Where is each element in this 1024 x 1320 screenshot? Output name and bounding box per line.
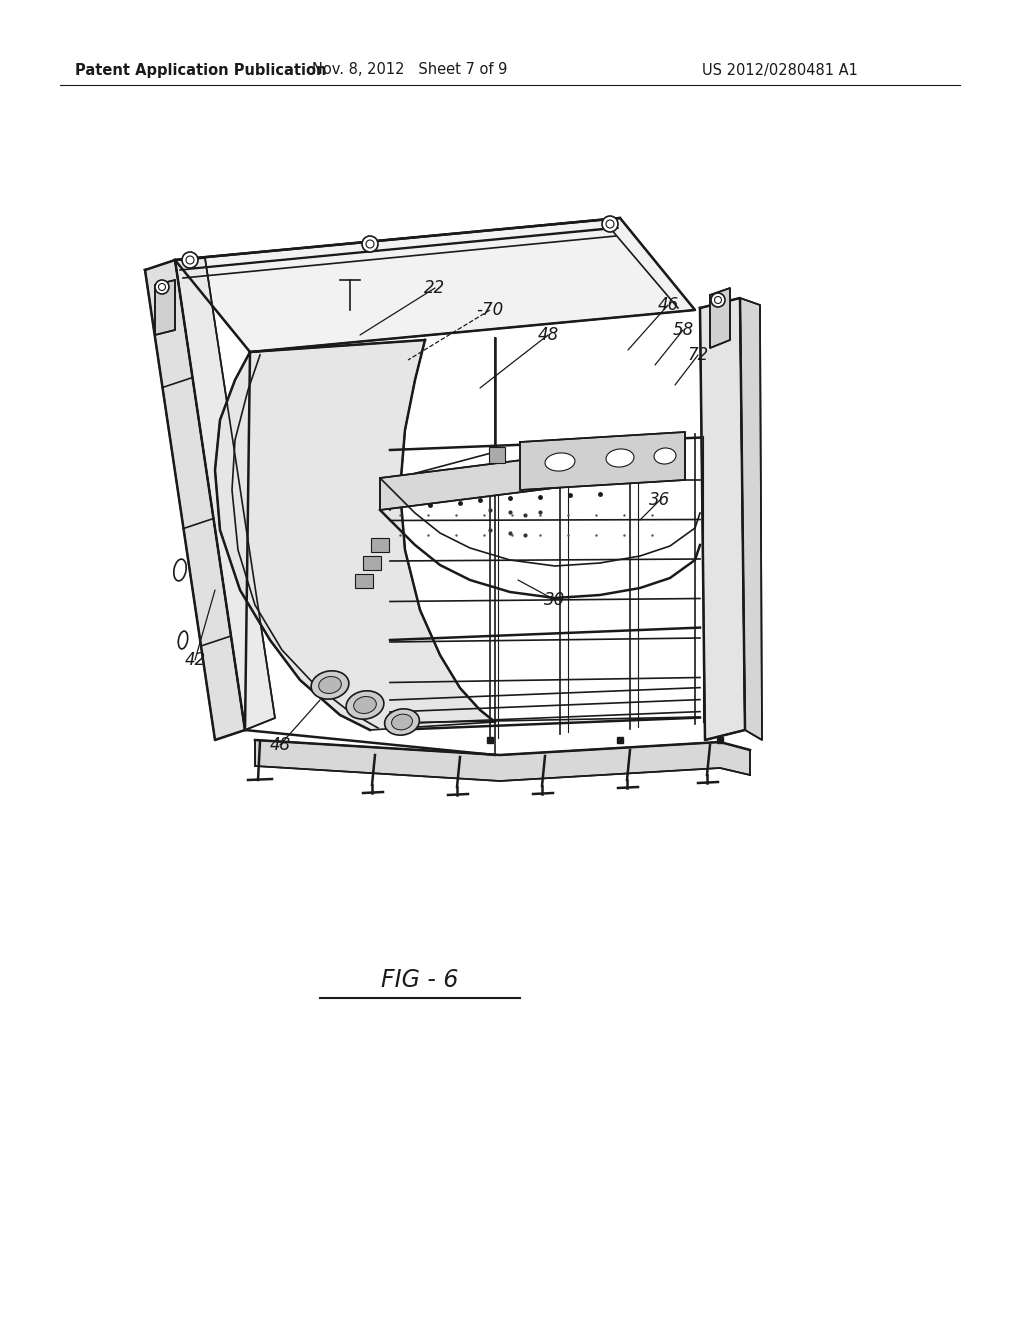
Ellipse shape bbox=[654, 447, 676, 465]
Polygon shape bbox=[175, 257, 275, 730]
Circle shape bbox=[606, 220, 614, 228]
Polygon shape bbox=[255, 741, 750, 781]
Text: 36: 36 bbox=[649, 491, 671, 510]
Ellipse shape bbox=[385, 709, 420, 735]
Text: 30: 30 bbox=[545, 591, 565, 609]
Polygon shape bbox=[700, 298, 745, 741]
Ellipse shape bbox=[318, 676, 341, 693]
Text: US 2012/0280481 A1: US 2012/0280481 A1 bbox=[702, 62, 858, 78]
Circle shape bbox=[186, 256, 194, 264]
Circle shape bbox=[159, 284, 166, 290]
Text: 42: 42 bbox=[184, 651, 206, 669]
FancyBboxPatch shape bbox=[371, 539, 389, 552]
Text: 46: 46 bbox=[657, 296, 679, 314]
Text: 58: 58 bbox=[673, 321, 693, 339]
Polygon shape bbox=[380, 440, 680, 510]
Ellipse shape bbox=[353, 697, 377, 714]
Polygon shape bbox=[145, 260, 245, 741]
Ellipse shape bbox=[174, 560, 186, 581]
FancyBboxPatch shape bbox=[362, 556, 381, 570]
Ellipse shape bbox=[178, 631, 187, 649]
Polygon shape bbox=[175, 218, 695, 352]
Ellipse shape bbox=[545, 453, 574, 471]
Circle shape bbox=[362, 236, 378, 252]
Text: 48: 48 bbox=[269, 737, 291, 754]
Circle shape bbox=[715, 297, 722, 304]
FancyBboxPatch shape bbox=[489, 447, 505, 463]
Text: 22: 22 bbox=[424, 279, 445, 297]
Circle shape bbox=[182, 252, 198, 268]
Polygon shape bbox=[155, 280, 175, 335]
Text: Patent Application Publication: Patent Application Publication bbox=[75, 62, 327, 78]
Text: Nov. 8, 2012   Sheet 7 of 9: Nov. 8, 2012 Sheet 7 of 9 bbox=[312, 62, 508, 78]
Circle shape bbox=[711, 293, 725, 308]
Ellipse shape bbox=[311, 671, 349, 700]
Ellipse shape bbox=[391, 714, 413, 730]
Polygon shape bbox=[710, 288, 730, 348]
Text: 48: 48 bbox=[538, 326, 559, 345]
Text: -70: -70 bbox=[476, 301, 504, 319]
Polygon shape bbox=[215, 341, 495, 730]
Polygon shape bbox=[520, 432, 685, 490]
Text: 72: 72 bbox=[687, 346, 709, 364]
Polygon shape bbox=[740, 298, 762, 741]
Circle shape bbox=[366, 240, 374, 248]
Text: FIG - 6: FIG - 6 bbox=[381, 968, 459, 993]
Ellipse shape bbox=[346, 690, 384, 719]
Circle shape bbox=[155, 280, 169, 294]
FancyBboxPatch shape bbox=[355, 574, 373, 587]
Ellipse shape bbox=[606, 449, 634, 467]
Circle shape bbox=[602, 216, 618, 232]
